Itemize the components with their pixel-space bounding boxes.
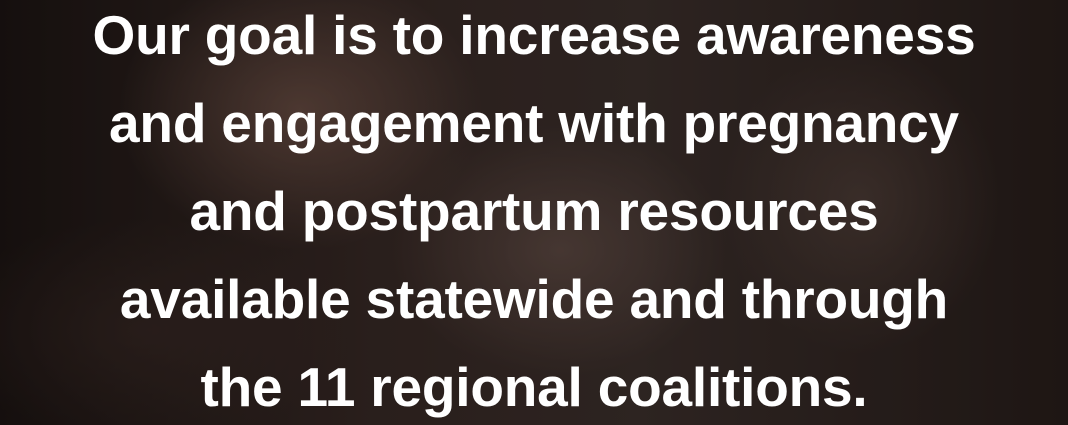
hero-section: Our goal is to increase awareness and en…	[0, 0, 1068, 425]
hero-line: and engagement with pregnancy	[0, 79, 1068, 167]
hero-line: and postpartum resources	[0, 167, 1068, 255]
hero-line: the 11 regional coalitions.	[0, 343, 1068, 425]
hero-line: available statewide and through	[0, 255, 1068, 343]
hero-line: Our goal is to increase awareness	[0, 0, 1068, 79]
hero-text: Our goal is to increase awareness and en…	[0, 0, 1068, 425]
